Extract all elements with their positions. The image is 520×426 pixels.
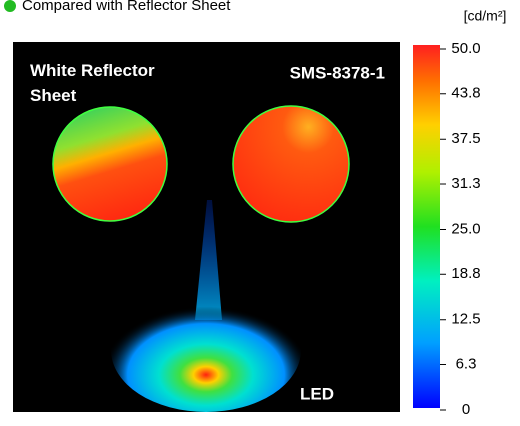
left-disc — [53, 107, 167, 221]
tick-label: 31.3 — [451, 175, 480, 192]
tick-label: 18.8 — [451, 265, 480, 282]
tick-label: 0 — [462, 401, 470, 418]
bullet — [4, 0, 16, 12]
colorbar-unit: [cd/m²] — [464, 8, 507, 24]
title: Compared with Reflector Sheet — [22, 0, 231, 14]
figure: Compared with Reflector Sheet White Refl… — [0, 0, 520, 421]
left-label-line: White Reflector — [30, 61, 155, 80]
tick-label: 12.5 — [451, 311, 480, 328]
right-disc — [233, 106, 349, 222]
tick-label: 43.8 — [451, 85, 480, 102]
bottom-label: LED — [300, 384, 334, 403]
tick-label: 50.0 — [451, 40, 480, 57]
right-label: SMS-8378-1 — [290, 63, 385, 82]
colorbar-ticks: 50.0 43.8 37.5 31.3 25.0 18.8 12.5 6.3 0 — [440, 40, 481, 418]
colorbar — [413, 45, 440, 408]
tick-label: 37.5 — [451, 130, 480, 147]
tick-label: 25.0 — [451, 220, 480, 237]
left-label-line: Sheet — [30, 86, 77, 105]
tick-label: 6.3 — [456, 355, 477, 372]
led-glow — [111, 288, 301, 412]
